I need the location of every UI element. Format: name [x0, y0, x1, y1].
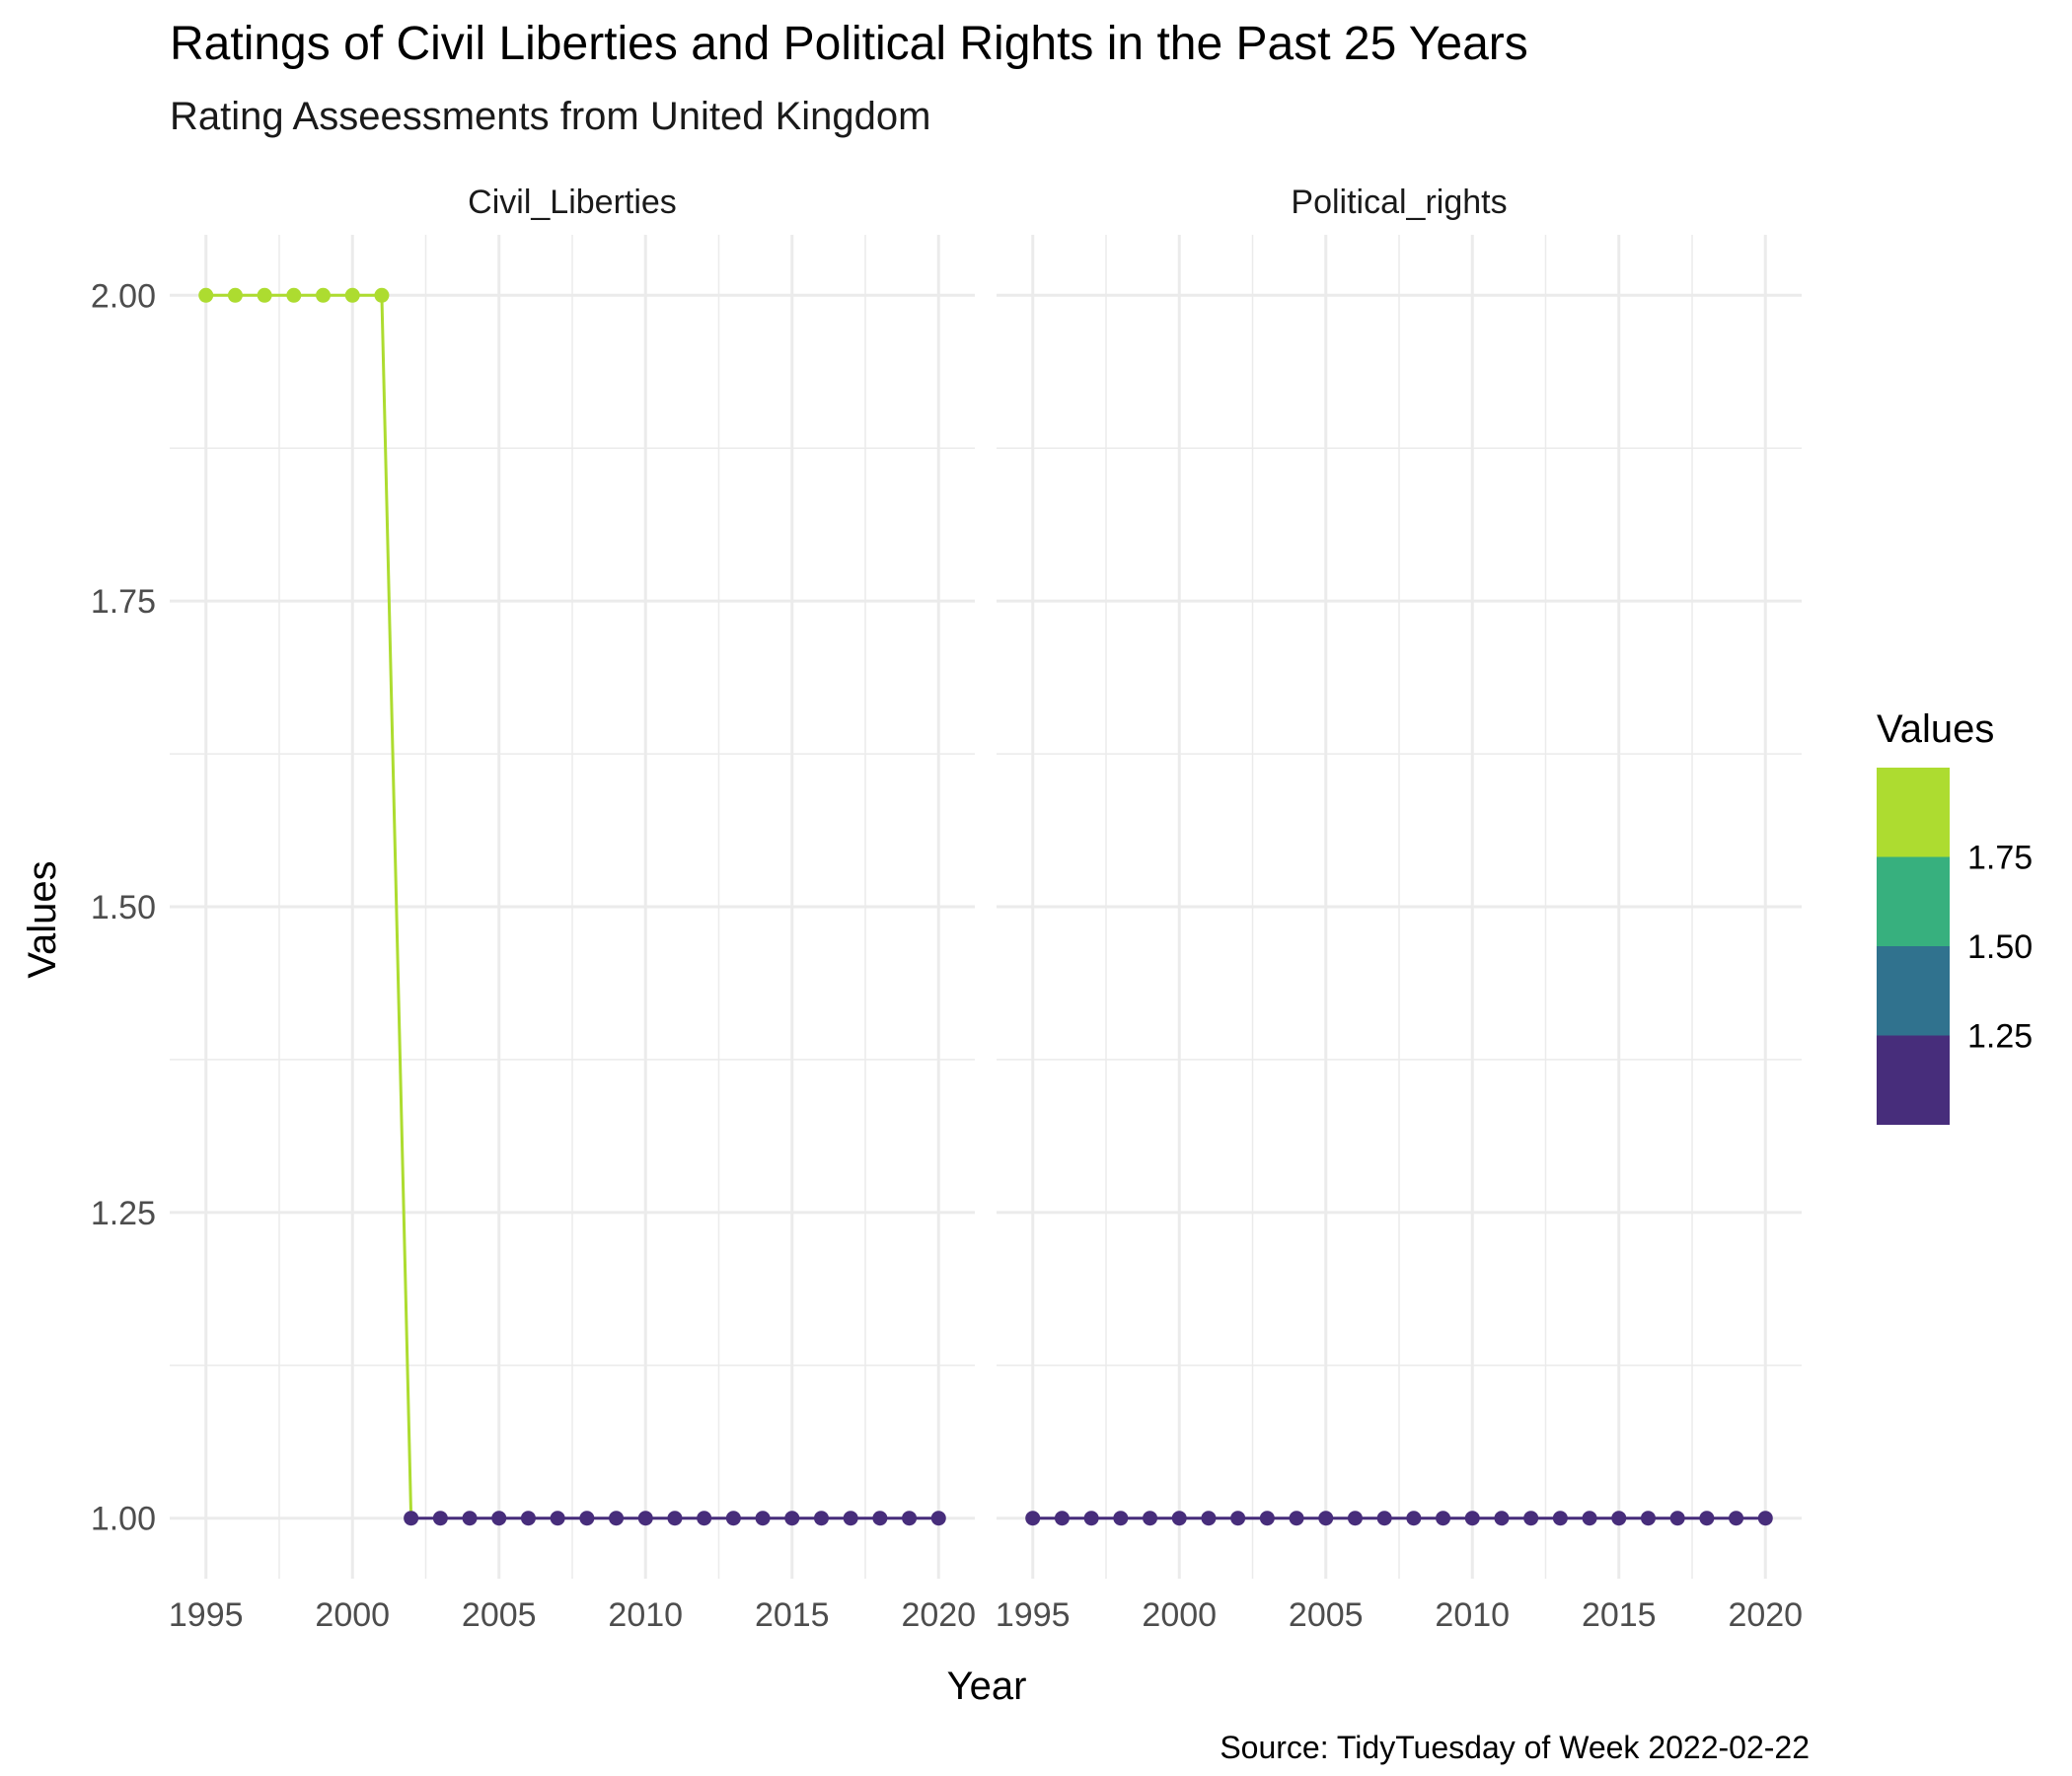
data-point [1025, 1511, 1041, 1526]
x-tick-label: 2020 [1728, 1596, 1803, 1634]
data-point [198, 287, 214, 303]
chart-caption: Source: TidyTuesday of Week 2022-02-22 [1220, 1730, 1810, 1765]
data-point [1318, 1511, 1334, 1526]
data-point [491, 1511, 507, 1526]
data-point [520, 1511, 536, 1526]
data-point [227, 287, 243, 303]
data-point [1406, 1511, 1422, 1526]
data-point [404, 1511, 419, 1526]
data-point [1729, 1511, 1744, 1526]
panel-political-rights: 1995 2000 2005 2010 2015 2020 Political_rights [996, 184, 1803, 1634]
legend-color-bin [1877, 1035, 1950, 1125]
data-point [1611, 1511, 1627, 1526]
facet-strip-label: Political_rights [1291, 184, 1507, 221]
y-axis-title: Values [21, 860, 64, 978]
data-point [1669, 1511, 1685, 1526]
legend-title: Values [1877, 707, 1994, 751]
data-point [902, 1511, 918, 1526]
facet-strip-label: Civil_Liberties [468, 184, 677, 221]
y-tick-label: 1.25 [91, 1195, 156, 1232]
y-tick-label: 1.00 [91, 1501, 156, 1538]
x-tick-label: 2015 [755, 1596, 830, 1634]
data-point [1464, 1511, 1480, 1526]
data-point [637, 1511, 653, 1526]
data-point [872, 1511, 888, 1526]
data-point [1757, 1511, 1773, 1526]
data-point [755, 1511, 771, 1526]
x-tick-label: 2010 [1435, 1596, 1510, 1634]
data-point [579, 1511, 595, 1526]
data-point [257, 287, 272, 303]
data-point [1436, 1511, 1451, 1526]
data-point [1699, 1511, 1715, 1526]
legend: Values 1.75 1.50 1.25 [1877, 707, 2033, 1125]
x-tick-label: 1995 [996, 1596, 1071, 1634]
data-point [550, 1511, 565, 1526]
x-tick-label: 1995 [169, 1596, 244, 1634]
data-point [1640, 1511, 1656, 1526]
data-point [1054, 1511, 1070, 1526]
data-point [1376, 1511, 1392, 1526]
series-line-segment [380, 295, 413, 1518]
x-axis-title: Year [947, 1665, 1027, 1708]
data-point [286, 287, 302, 303]
data-point [843, 1511, 858, 1526]
data-point [432, 1511, 448, 1526]
x-tick-label: 2000 [315, 1596, 390, 1634]
data-point [1347, 1511, 1363, 1526]
data-point [1582, 1511, 1597, 1526]
data-point [1523, 1511, 1539, 1526]
legend-color-bin [1877, 856, 1950, 946]
data-point [725, 1511, 741, 1526]
x-tick-label: 2005 [462, 1596, 537, 1634]
data-point [1171, 1511, 1187, 1526]
y-tick-label: 1.75 [91, 583, 156, 621]
chart-title: Ratings of Civil Liberties and Political… [170, 18, 1528, 70]
data-point [609, 1511, 625, 1526]
x-tick-label: 2020 [901, 1596, 976, 1634]
data-point [813, 1511, 829, 1526]
legend-color-bin [1877, 768, 1950, 857]
y-tick-label: 2.00 [91, 277, 156, 315]
data-point [374, 287, 390, 303]
data-point [344, 287, 360, 303]
data-point [1552, 1511, 1568, 1526]
data-point [1201, 1511, 1217, 1526]
data-point [1113, 1511, 1129, 1526]
data-point [462, 1511, 478, 1526]
data-point [667, 1511, 683, 1526]
legend-tick-label: 1.25 [1967, 1018, 2033, 1056]
chart-subtitle: Rating Asseessments from United Kingdom [170, 95, 930, 138]
data-point [1230, 1511, 1246, 1526]
panel-civil-liberties: 1995 2000 2005 2010 2015 2020 1.00 1.25 1.50 1.75… [91, 184, 976, 1634]
x-tick-label: 2015 [1582, 1596, 1657, 1634]
data-point [1259, 1511, 1275, 1526]
data-point [784, 1511, 800, 1526]
data-point [1143, 1511, 1158, 1526]
legend-tick-label: 1.75 [1967, 840, 2033, 877]
x-tick-label: 2000 [1142, 1596, 1217, 1634]
data-point [1083, 1511, 1099, 1526]
y-tick-label: 1.50 [91, 889, 156, 926]
data-point [1289, 1511, 1304, 1526]
panels: 1995 2000 2005 2010 2015 2020 1.00 1.25 1.50 1.75… [91, 184, 1803, 1634]
legend-tick-label: 1.50 [1967, 928, 2033, 966]
data-point [316, 287, 332, 303]
x-tick-label: 2010 [608, 1596, 683, 1634]
x-tick-label: 2005 [1289, 1596, 1364, 1634]
legend-color-bin [1877, 946, 1950, 1036]
data-point [1494, 1511, 1510, 1526]
data-point [697, 1511, 712, 1526]
data-point [930, 1511, 946, 1526]
